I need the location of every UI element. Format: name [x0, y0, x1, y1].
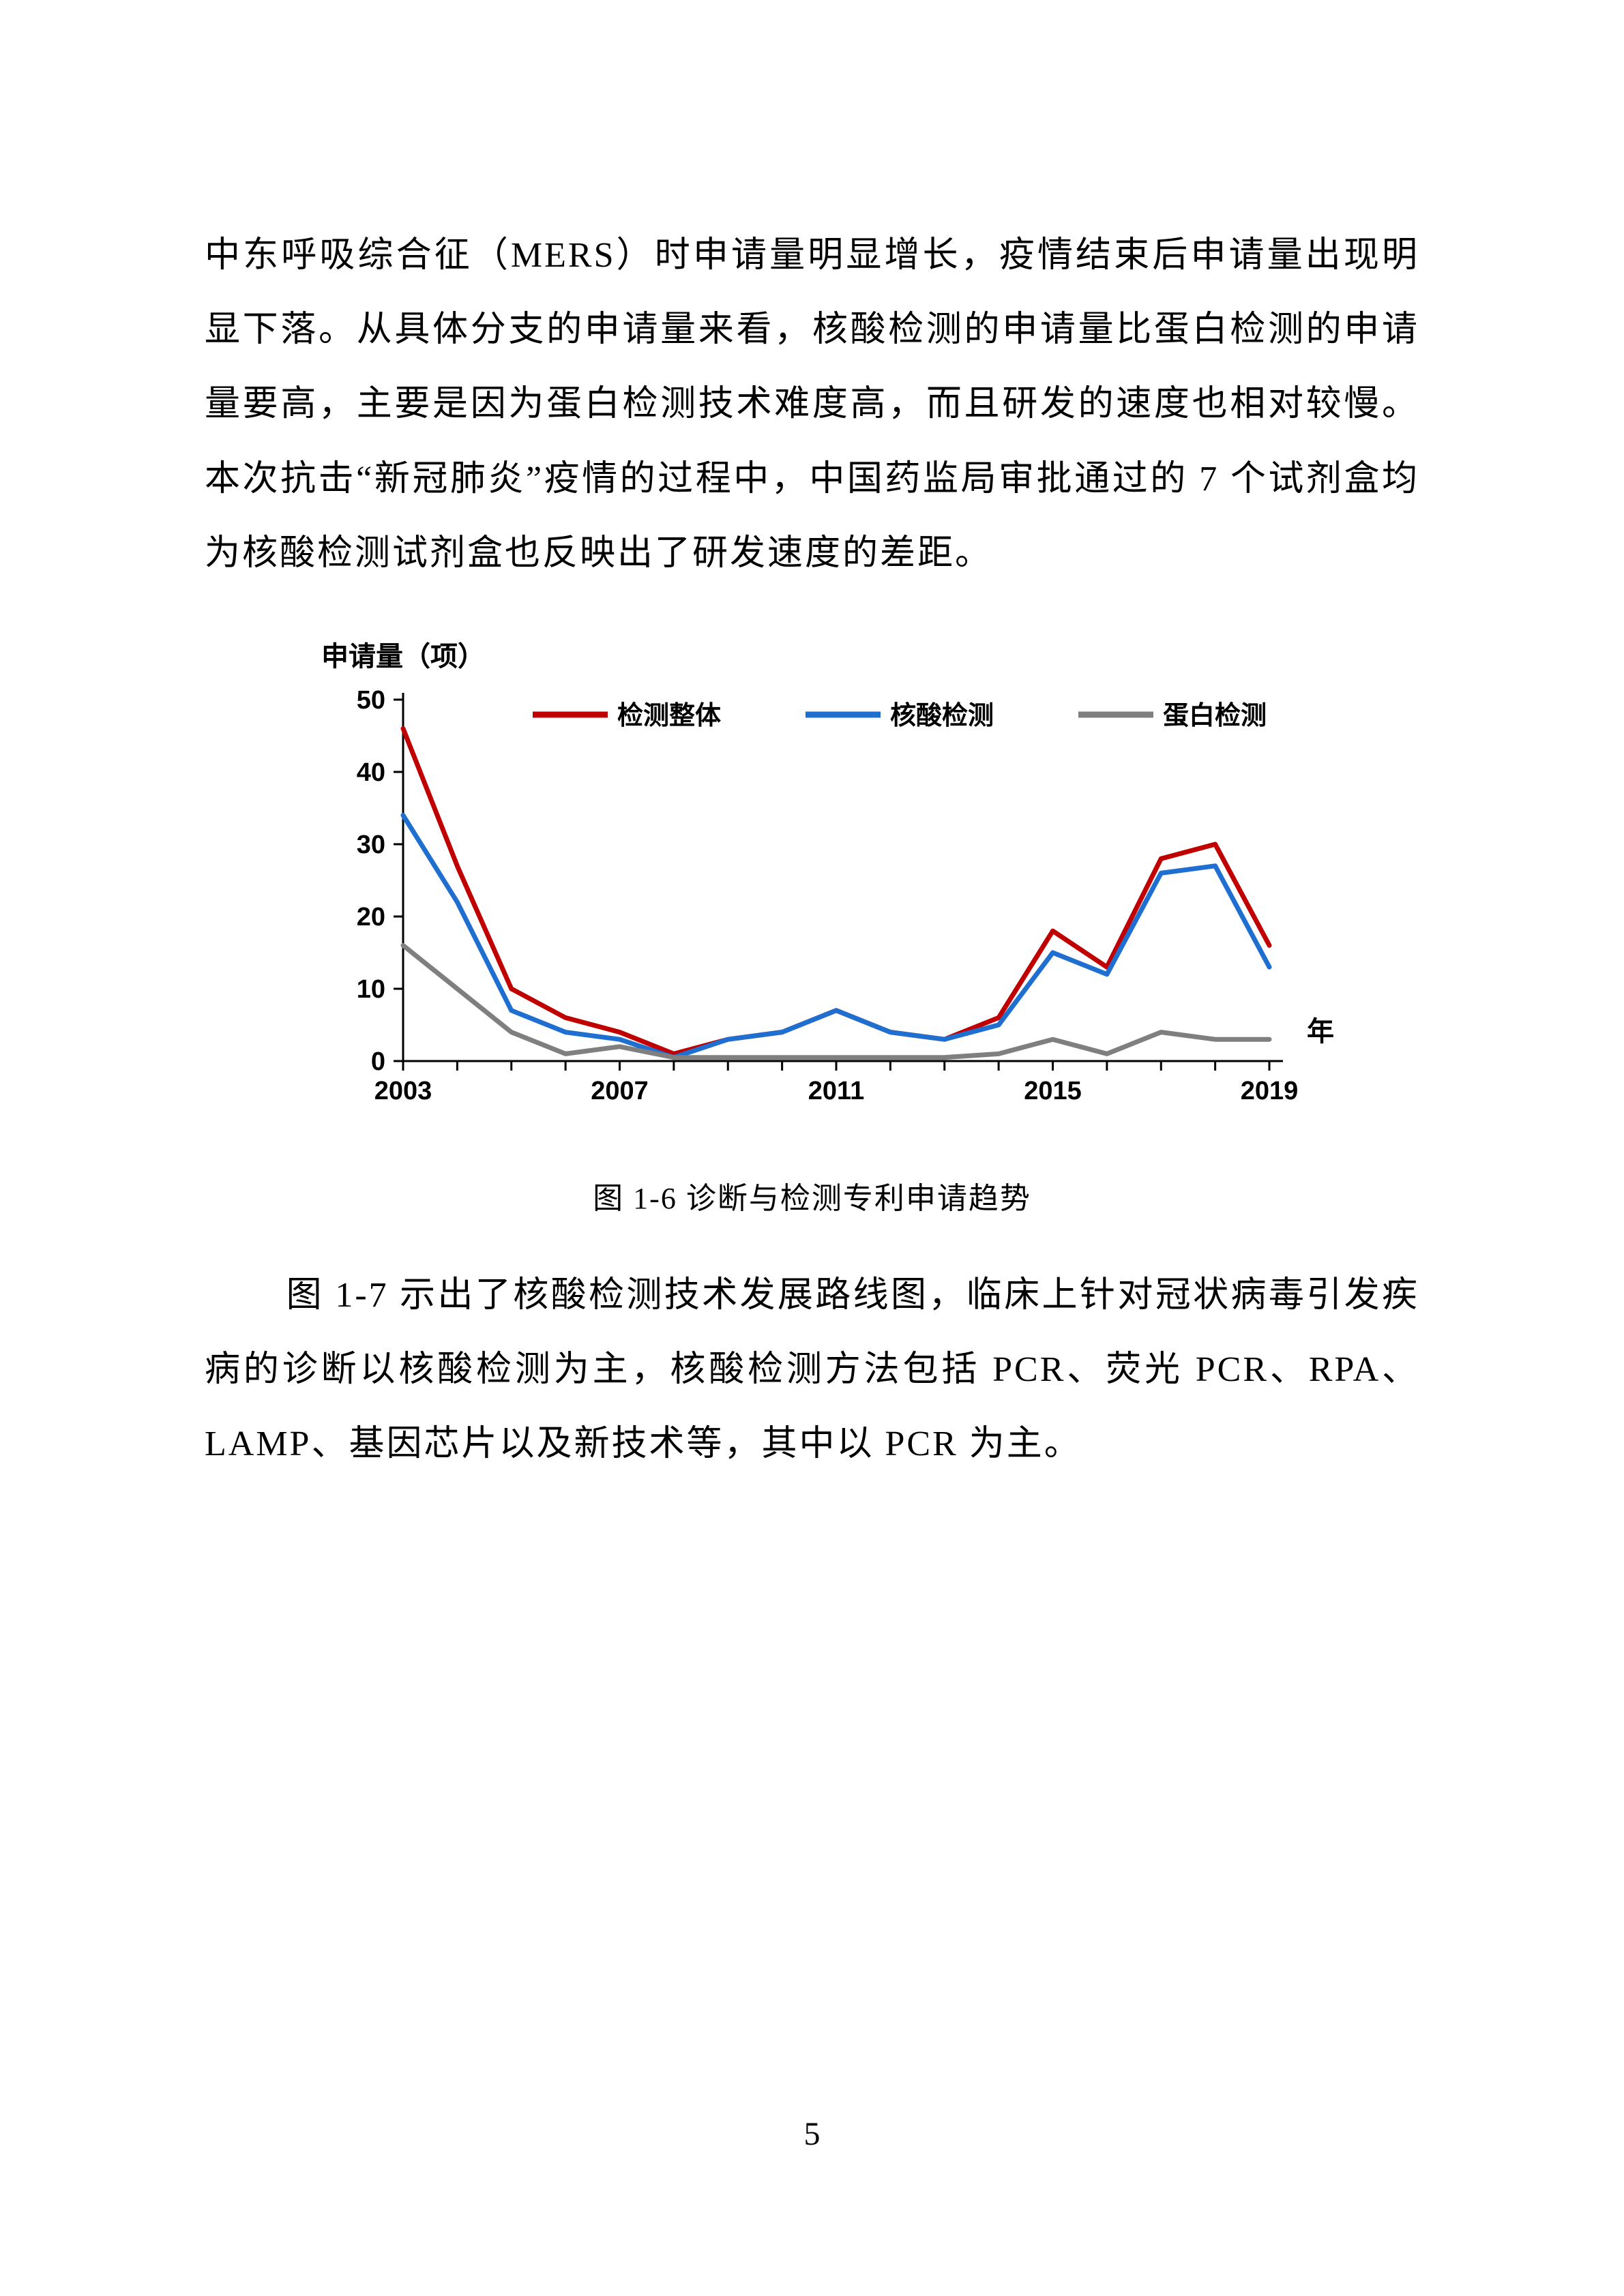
- y-tick-label: 0: [370, 1047, 385, 1076]
- line-chart-svg: 0 10 20 30 40 50 2003 2007 2011 2015 2019 申请量（项） 年 检测…: [280, 618, 1344, 1150]
- page-number: 5: [0, 2115, 1624, 2153]
- x-tick-label: 2003: [374, 1077, 432, 1105]
- x-tick-label: 2007: [591, 1077, 649, 1105]
- legend-label: 蛋白检测: [1163, 702, 1267, 730]
- y-tick-label: 40: [356, 758, 385, 787]
- paragraph-1: 中东呼吸综合征（MERS）时申请量明显增长，疫情结束后申请量出现明显下落。从具体…: [205, 218, 1419, 591]
- legend-label: 检测整体: [617, 702, 721, 730]
- legend-label: 核酸检测: [890, 702, 994, 730]
- series-line: [403, 728, 1269, 1054]
- x-axis-title: 年: [1307, 1017, 1334, 1047]
- chart-figure-1-6: 0 10 20 30 40 50 2003 2007 2011 2015 2019 申请量（项） 年 检测…: [280, 618, 1344, 1153]
- page: 中东呼吸综合征（MERS）时申请量明显增长，疫情结束后申请量出现明显下落。从具体…: [0, 0, 1624, 2296]
- series-line: [403, 816, 1269, 1058]
- y-tick-label: 20: [356, 903, 385, 931]
- x-tick-label: 2015: [1024, 1077, 1082, 1105]
- x-tick-label: 2019: [1240, 1077, 1298, 1105]
- y-tick-label: 30: [356, 831, 385, 859]
- y-tick-label: 10: [356, 975, 385, 1004]
- paragraph-2: 图 1-7 示出了核酸检测技术发展路线图，临床上针对冠状病毒引发疾病的诊断以核酸…: [205, 1258, 1419, 1482]
- y-tick-label: 50: [356, 686, 385, 715]
- y-axis-title: 申请量（项）: [321, 642, 485, 672]
- figure-caption-1-6: 图 1-6 诊断与检测专利申请趋势: [205, 1174, 1419, 1217]
- x-tick-label: 2011: [808, 1077, 863, 1105]
